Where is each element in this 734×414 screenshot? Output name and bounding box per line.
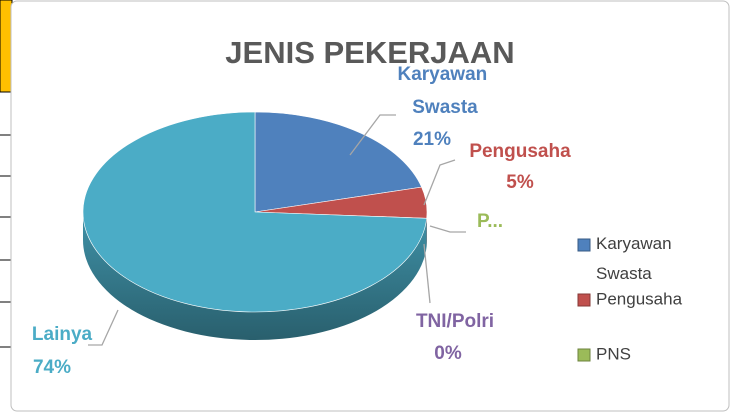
leader-line xyxy=(423,159,456,206)
leader-line xyxy=(88,309,119,346)
data-label: Pengusaha xyxy=(469,141,571,162)
data-value-label: 0% xyxy=(434,343,462,364)
data-label: TNI/Polri xyxy=(416,311,494,332)
data-label: P... xyxy=(477,211,503,232)
data-label: Lainya xyxy=(32,324,93,345)
legend-swatch xyxy=(577,348,591,362)
leader-line xyxy=(429,225,466,233)
data-value-label: 74% xyxy=(33,357,71,378)
legend-label: Pengusaha xyxy=(596,289,683,308)
legend-swatch xyxy=(577,293,591,307)
chart-title: JENIS PEKERJAAN xyxy=(225,35,514,70)
data-value-label: 5% xyxy=(506,172,534,193)
legend-label: Karyawan Swasta xyxy=(596,234,676,283)
data-value-label: 21% xyxy=(413,129,451,150)
leader-line xyxy=(423,243,431,304)
slice xyxy=(82,111,427,313)
leader-line xyxy=(349,114,396,156)
sheet-fragment xyxy=(0,0,13,348)
slice-side xyxy=(83,212,427,340)
slice xyxy=(254,111,423,213)
data-label: Karyawan Swasta xyxy=(397,64,492,118)
legend-label: PNS xyxy=(596,344,631,363)
legend-swatch xyxy=(577,238,591,252)
